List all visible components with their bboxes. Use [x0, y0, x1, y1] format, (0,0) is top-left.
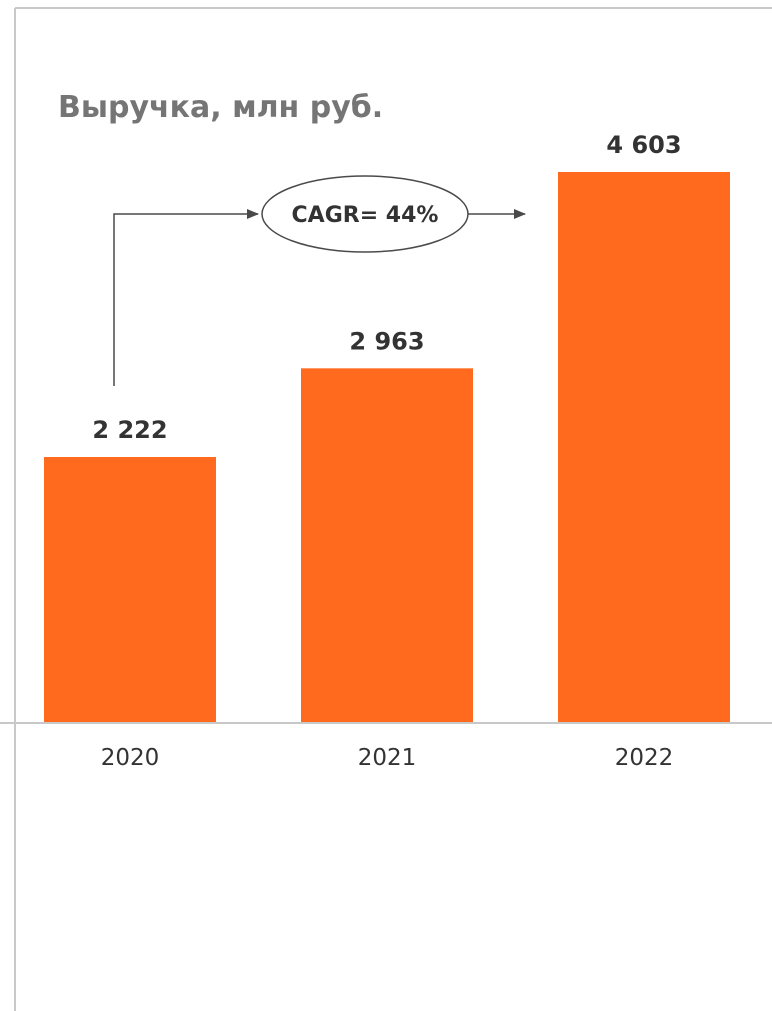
- value-label-2022: 4 603: [606, 131, 681, 159]
- chart-title: Выручка, млн руб.: [58, 90, 383, 125]
- bar-2022: [558, 172, 730, 723]
- x-tick-label-2020: 2020: [101, 745, 160, 771]
- value-label-2021: 2 963: [349, 327, 424, 355]
- bars-group: 2 222 2020 2 963 2021 4 603 2022: [44, 131, 730, 771]
- x-tick-label-2022: 2022: [615, 745, 674, 771]
- x-tick-label-2021: 2021: [358, 745, 417, 771]
- cagr-annotation: CAGR= 44%: [113, 175, 526, 386]
- cagr-arrow-left: [113, 209, 259, 386]
- bar-2020: [44, 457, 216, 723]
- bar-2021: [301, 368, 473, 723]
- cagr-label: CAGR= 44%: [292, 203, 439, 228]
- value-label-2020: 2 222: [92, 416, 167, 444]
